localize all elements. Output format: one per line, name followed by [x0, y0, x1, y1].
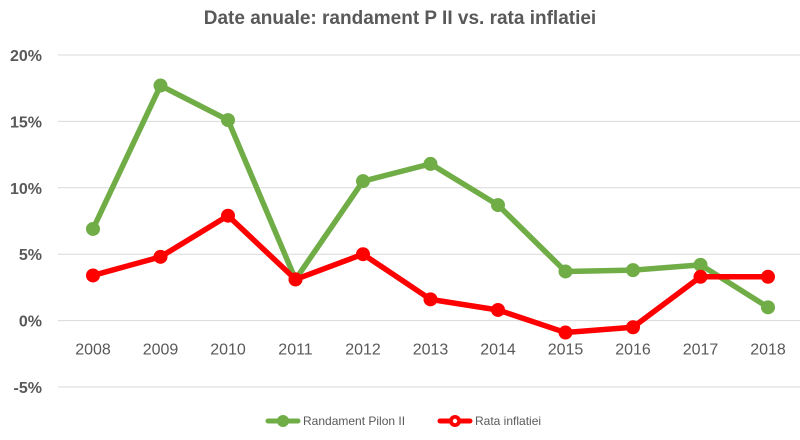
x-tick-label: 2011 [278, 342, 313, 359]
gridlines [58, 54, 800, 388]
series-randament-pilon-ii [86, 78, 775, 315]
y-tick-label: 0% [19, 314, 42, 331]
data-point [693, 257, 708, 272]
series-line [90, 212, 771, 336]
x-tick-label: 2012 [345, 342, 381, 359]
legend-swatch-marker [277, 415, 289, 427]
data-point [558, 264, 573, 279]
y-tick-label: -5% [14, 380, 42, 397]
data-point [153, 78, 168, 93]
data-point [761, 269, 775, 284]
data-point [423, 292, 438, 307]
data-point [626, 263, 640, 278]
series-layer [86, 78, 775, 340]
data-point [761, 300, 775, 315]
y-tick-label: 20% [10, 48, 42, 65]
data-point [356, 174, 370, 189]
x-tick-label: 2008 [75, 342, 111, 359]
y-tick-label: 5% [19, 247, 42, 264]
x-tick-label: 2009 [143, 342, 179, 359]
data-point [356, 247, 370, 262]
x-tick-label: 2010 [210, 342, 246, 359]
x-tick-label: 2013 [413, 342, 449, 359]
data-point [288, 272, 303, 287]
x-tick-label: 2014 [480, 342, 516, 359]
data-point [423, 156, 438, 171]
data-point [221, 113, 235, 128]
data-point [558, 325, 573, 340]
data-point [86, 221, 100, 236]
legend: Randament Pilon II Rata inflatiei [265, 414, 541, 428]
series-line [90, 82, 771, 311]
data-point [221, 208, 235, 223]
x-tick-label: 2015 [548, 342, 584, 359]
x-tick-label: 2016 [615, 342, 651, 359]
chart-title: Date anuale: randament P II vs. rata inf… [203, 8, 597, 29]
x-tick-label: 2017 [683, 342, 719, 359]
x-tick-label: 2018 [750, 342, 786, 359]
y-tick-label: 10% [10, 181, 42, 198]
x-axis-tick-labels: 2008 2009 2010 2011 2012 2013 2014 2015 2016 2017… [75, 342, 786, 359]
series-rata-inflatiei [86, 208, 775, 340]
legend-label: Randament Pilon II [303, 414, 405, 428]
data-point [626, 320, 640, 335]
legend-item: Rata inflatiei [437, 414, 541, 428]
y-tick-label: 15% [10, 114, 42, 131]
data-point [491, 198, 505, 213]
data-point [693, 269, 708, 284]
legend-swatch-marker-center [452, 418, 458, 424]
legend-item: Randament Pilon II [265, 414, 405, 428]
data-point [153, 249, 168, 264]
y-axis-tick-labels: -5% 0% 5% 10% 15% 20% [10, 48, 42, 397]
data-point [86, 268, 100, 283]
data-point [491, 302, 505, 317]
legend-label: Rata inflatiei [475, 414, 541, 428]
